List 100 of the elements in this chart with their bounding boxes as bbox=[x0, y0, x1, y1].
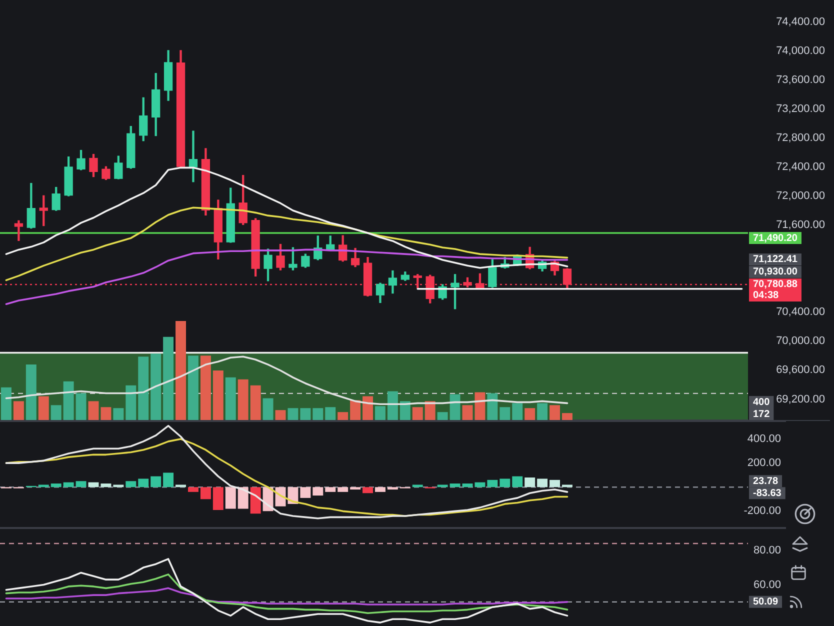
y-tick-label: 72,400.00 bbox=[776, 160, 825, 173]
bar bbox=[375, 487, 386, 492]
y-tick-label: 74,400.00 bbox=[776, 16, 825, 28]
bar bbox=[63, 381, 74, 420]
y-tick-label: 72,000.00 bbox=[776, 190, 825, 202]
y-tick-label: 80.00 bbox=[753, 544, 781, 556]
text: 50.09 bbox=[753, 596, 778, 608]
bar bbox=[150, 476, 162, 488]
candlestick bbox=[14, 220, 24, 241]
bar bbox=[250, 487, 261, 514]
ref-line-label: 70,780.88 04:38 bbox=[753, 279, 798, 302]
bar bbox=[100, 407, 112, 420]
bar bbox=[188, 356, 198, 420]
bar bbox=[524, 408, 536, 420]
bar bbox=[150, 354, 162, 420]
bar bbox=[76, 481, 86, 488]
y-tick-label: 74,000.00 bbox=[776, 44, 825, 57]
bar bbox=[362, 396, 374, 420]
bar bbox=[462, 405, 473, 420]
bar bbox=[100, 484, 112, 488]
text: 172 bbox=[753, 408, 770, 420]
bar bbox=[350, 400, 361, 420]
text: 70,930.00 bbox=[753, 266, 798, 278]
bar bbox=[537, 403, 548, 420]
bar bbox=[487, 480, 498, 488]
bar bbox=[188, 487, 198, 492]
bar bbox=[400, 401, 410, 420]
text: 400 bbox=[753, 396, 770, 408]
bar bbox=[462, 484, 473, 488]
bar bbox=[176, 484, 186, 488]
y-tick-label: -200.00 bbox=[744, 505, 781, 518]
bar bbox=[50, 405, 62, 420]
bar bbox=[176, 321, 186, 420]
bar bbox=[212, 487, 224, 510]
bar bbox=[76, 393, 86, 420]
bar bbox=[200, 487, 211, 500]
bar bbox=[163, 336, 174, 420]
ref-line-label: 71,490.20 bbox=[753, 232, 798, 244]
bar bbox=[113, 484, 124, 488]
bar bbox=[275, 410, 286, 420]
bar bbox=[26, 364, 36, 420]
bar bbox=[200, 356, 211, 420]
y-tick-label: 71,600.00 bbox=[776, 219, 825, 232]
y-tick-label: 60.00 bbox=[753, 578, 781, 591]
bar bbox=[524, 478, 536, 488]
bar bbox=[212, 370, 224, 420]
bar bbox=[412, 407, 423, 420]
y-tick-label: 70,400.00 bbox=[776, 306, 825, 318]
bar bbox=[338, 487, 348, 492]
bar bbox=[288, 408, 298, 420]
bar bbox=[512, 476, 523, 488]
bar bbox=[262, 398, 274, 420]
y-tick-label: 400.00 bbox=[747, 433, 781, 446]
bar bbox=[387, 487, 398, 490]
bar bbox=[13, 401, 24, 420]
bar bbox=[450, 484, 460, 488]
bar bbox=[437, 412, 448, 420]
bar bbox=[550, 480, 560, 488]
bar bbox=[300, 487, 311, 498]
bar bbox=[126, 385, 136, 420]
y-tick-label: 73,600.00 bbox=[776, 74, 825, 86]
y-tick-label: 69,200.00 bbox=[776, 393, 825, 406]
bar bbox=[325, 487, 336, 492]
bar bbox=[424, 401, 436, 420]
bar bbox=[450, 394, 460, 420]
bar bbox=[113, 408, 124, 420]
bar bbox=[500, 478, 510, 488]
y-tick-label: 72,800.00 bbox=[776, 132, 825, 144]
bar bbox=[562, 413, 572, 420]
bar bbox=[550, 405, 560, 420]
bar bbox=[225, 377, 236, 420]
bar bbox=[300, 408, 311, 420]
bar bbox=[487, 393, 498, 420]
bar bbox=[562, 484, 572, 488]
bar bbox=[387, 391, 398, 420]
bar bbox=[338, 412, 348, 420]
bar bbox=[38, 396, 49, 420]
bar bbox=[312, 487, 324, 496]
text: 71,122.41 bbox=[753, 254, 798, 266]
bar bbox=[474, 392, 486, 420]
candlestick bbox=[188, 130, 198, 182]
bar bbox=[1, 387, 12, 420]
bar bbox=[437, 484, 448, 488]
bar bbox=[362, 487, 374, 494]
bar bbox=[312, 408, 324, 420]
bar bbox=[375, 406, 386, 420]
y-tick-label: 69,600.00 bbox=[776, 364, 825, 376]
bar bbox=[325, 407, 336, 420]
bar bbox=[163, 472, 174, 488]
y-tick-label: 73,200.00 bbox=[776, 102, 825, 115]
bar bbox=[138, 356, 149, 420]
bar bbox=[38, 484, 49, 488]
text: -83.63 bbox=[753, 488, 782, 499]
bar bbox=[88, 482, 99, 488]
bar bbox=[412, 484, 423, 488]
bar bbox=[88, 401, 99, 420]
bar bbox=[238, 487, 248, 509]
y-tick-label: 70,000.00 bbox=[776, 335, 825, 348]
bar bbox=[126, 481, 136, 488]
bar bbox=[225, 487, 236, 509]
